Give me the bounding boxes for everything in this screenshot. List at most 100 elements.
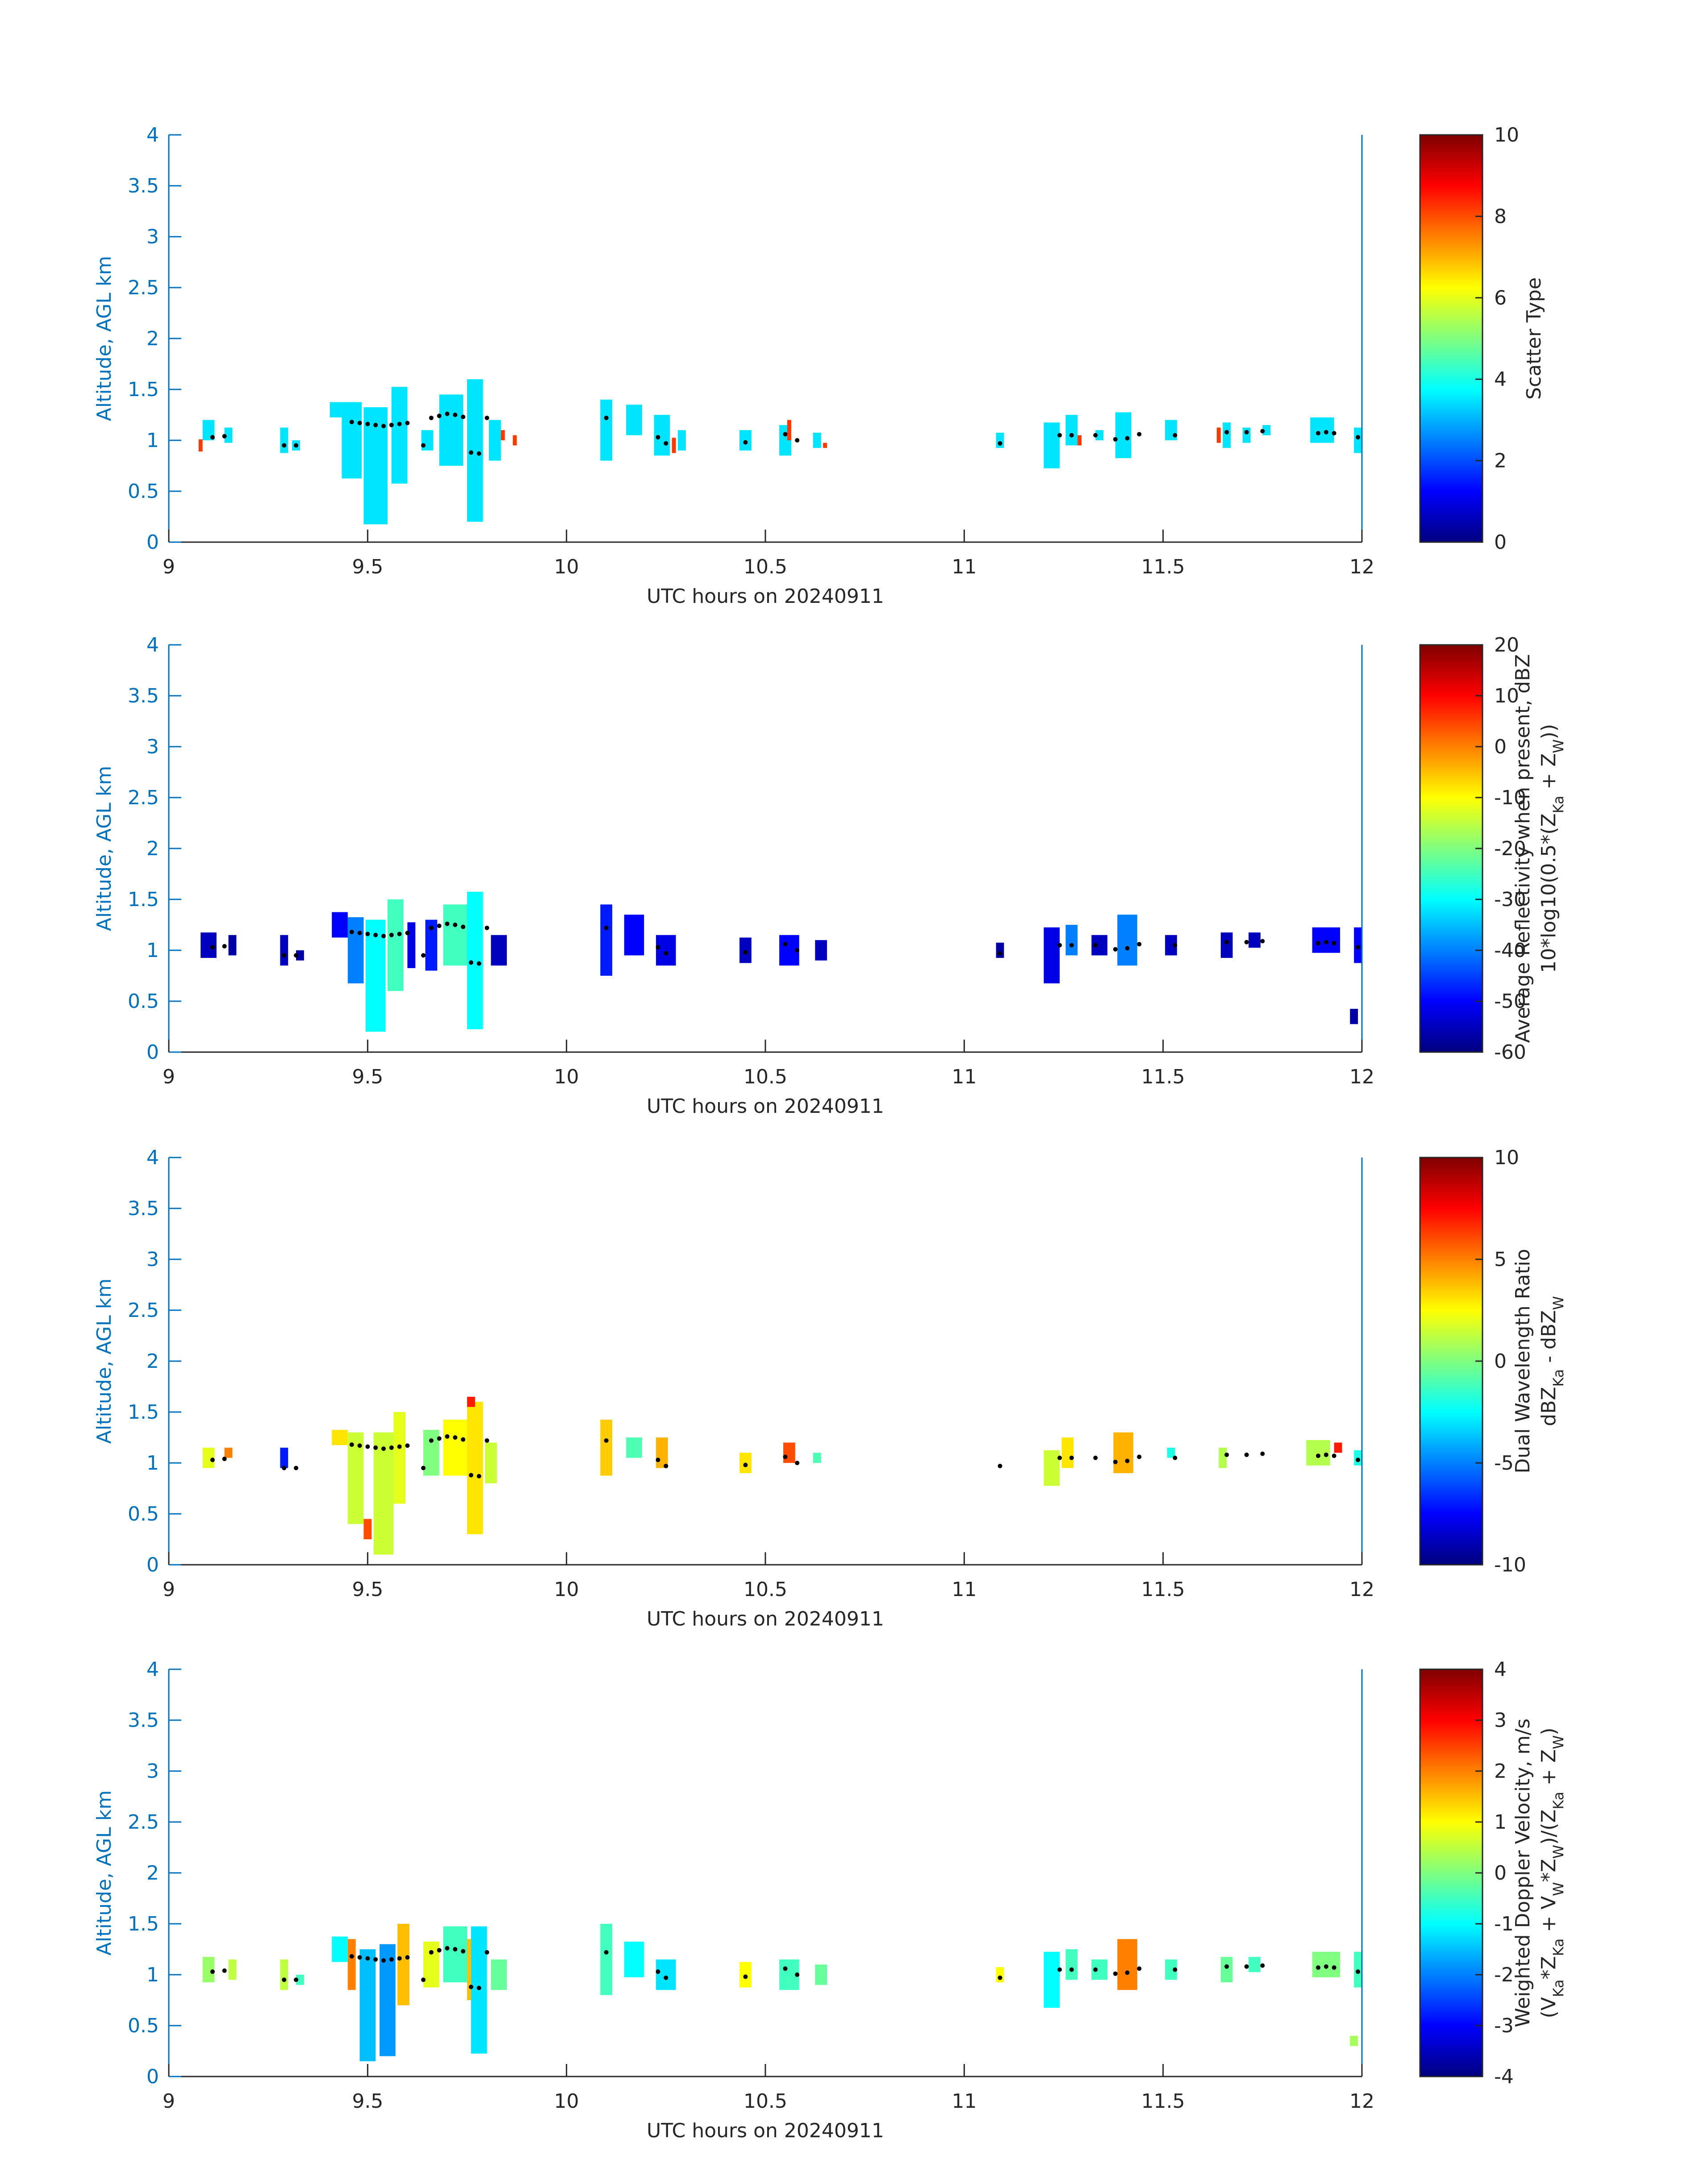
cloud-base-dot-16 bbox=[453, 1435, 458, 1440]
colorbar-label-line-0: Scatter Type bbox=[1523, 277, 1545, 400]
cloud-base-dot-8 bbox=[381, 1958, 386, 1963]
colorbar-tick-label-3: -1 bbox=[1494, 1913, 1514, 1935]
cloud-base-dot-15 bbox=[445, 1434, 450, 1439]
cloud-base-dot-12 bbox=[421, 953, 426, 958]
cloud-base-dot-2 bbox=[282, 953, 287, 958]
y-tick-label-0: 0 bbox=[146, 1041, 159, 1064]
x-tick-label-6: 12 bbox=[1349, 556, 1374, 578]
x-tick-label-4: 11 bbox=[952, 1578, 977, 1601]
colorbar-label-line-0: Dual Wavelength Ratio bbox=[1512, 1249, 1534, 1474]
x-tick-label-5: 11.5 bbox=[1141, 1578, 1185, 1601]
heatmap-cell-21 bbox=[1113, 1432, 1133, 1473]
cloud-base-dot-33 bbox=[1137, 432, 1142, 437]
cloud-base-dot-6 bbox=[365, 932, 370, 936]
cloud-base-dot-39 bbox=[1324, 430, 1328, 435]
x-tick-label-3: 10.5 bbox=[743, 2090, 787, 2113]
cloud-base-dot-39 bbox=[1324, 1964, 1328, 1969]
cloud-base-dot-13 bbox=[429, 1438, 434, 1443]
cloud-base-dot-39 bbox=[1324, 940, 1328, 944]
cloud-base-dot-24 bbox=[743, 440, 748, 445]
cloud-base-dot-3 bbox=[294, 443, 299, 448]
heatmap-cell-1 bbox=[224, 427, 233, 443]
cloud-base-dot-36 bbox=[1244, 430, 1249, 435]
colorbar-tick-label-2: 0 bbox=[1494, 1350, 1507, 1373]
cloud-base-dot-35 bbox=[1224, 1964, 1229, 1969]
cloud-base-dot-10 bbox=[397, 1956, 402, 1961]
cloud-base-dot-22 bbox=[656, 945, 660, 950]
x-tick-label-0: 9 bbox=[163, 556, 175, 578]
cloud-base-dot-11 bbox=[405, 1955, 410, 1960]
heatmap-cell-22 bbox=[1065, 1949, 1078, 1980]
heatmap-cell-25 bbox=[1223, 422, 1231, 448]
cloud-base-dot-15 bbox=[445, 411, 450, 416]
x-tick-label-3: 10.5 bbox=[743, 556, 787, 578]
y-tick-label-2: 1 bbox=[146, 1964, 159, 1986]
y-axis-label: Altitude, AGL km bbox=[93, 1279, 116, 1444]
cloud-base-dot-15 bbox=[445, 1946, 450, 1951]
heatmap-cell-9 bbox=[423, 1941, 439, 1988]
x-tick-label-1: 9.5 bbox=[352, 556, 383, 578]
heatmap-cell-13 bbox=[626, 405, 642, 435]
cloud-base-dot-22 bbox=[656, 435, 660, 440]
cloud-base-dot-21 bbox=[604, 925, 609, 930]
heatmap-cell-22 bbox=[1095, 430, 1104, 440]
heatmap-cell-15 bbox=[678, 430, 686, 451]
cloud-base-dot-0 bbox=[210, 945, 215, 950]
x-tick-label-0: 9 bbox=[163, 1066, 175, 1088]
cloud-base-dot-12 bbox=[421, 1977, 426, 1982]
heatmap-cell-19 bbox=[996, 942, 1004, 958]
heatmap-cell-26 bbox=[1249, 932, 1261, 948]
cloud-base-dot-11 bbox=[405, 931, 410, 936]
colorbar-label-line-1: (VKa*ZKa + VW*ZW)/(ZKa + ZW) bbox=[1537, 1728, 1567, 2018]
x-tick-label-4: 11 bbox=[952, 1066, 977, 1088]
cloud-base-dot-36 bbox=[1244, 1964, 1249, 1969]
heatmap-cell-11 bbox=[485, 1442, 497, 1483]
y-tick-label-8: 4 bbox=[146, 1658, 159, 1681]
colorbar-tick-label-5: 10 bbox=[1494, 124, 1519, 146]
cloud-base-dot-38 bbox=[1316, 1965, 1321, 1970]
heatmap-cell-33 bbox=[672, 438, 676, 453]
colorbar-tick-label-2: 4 bbox=[1494, 368, 1507, 391]
cloud-base-dot-9 bbox=[389, 1445, 394, 1450]
x-tick-label-5: 11.5 bbox=[1141, 556, 1185, 578]
colorbar-tick-label-7: 10 bbox=[1494, 685, 1519, 707]
heatmap-cell-9 bbox=[439, 394, 464, 466]
heatmap-cell-7 bbox=[380, 1944, 396, 2056]
cloud-base-dot-25 bbox=[783, 1454, 788, 1459]
heatmap-cell-1 bbox=[224, 1447, 233, 1458]
heatmap-cell-10 bbox=[443, 1926, 467, 1983]
cloud-base-dot-34 bbox=[1173, 1455, 1178, 1460]
heatmap-cell-17 bbox=[783, 1442, 795, 1463]
x-tick-label-6: 12 bbox=[1349, 1578, 1374, 1601]
heatmap-cell-21 bbox=[1044, 1951, 1060, 2008]
y-tick-label-1: 0.5 bbox=[128, 990, 159, 1013]
cloud-base-dot-20 bbox=[484, 925, 489, 930]
cloud-base-dot-8 bbox=[381, 934, 386, 939]
cloud-base-dot-38 bbox=[1316, 941, 1321, 946]
cloud-base-dot-22 bbox=[656, 1969, 660, 1974]
heatmap-cell-0 bbox=[200, 932, 217, 958]
heatmap-cell-16 bbox=[656, 1959, 676, 1990]
heatmap-cell-2 bbox=[280, 1447, 288, 1468]
cloud-base-dot-31 bbox=[1113, 947, 1118, 952]
cloud-base-dot-14 bbox=[437, 1436, 442, 1441]
cloud-base-dot-27 bbox=[998, 951, 1002, 956]
y-tick-label-5: 2.5 bbox=[128, 276, 159, 299]
cloud-base-dot-21 bbox=[604, 1950, 609, 1955]
cloud-base-dot-34 bbox=[1173, 433, 1178, 438]
cloud-base-dot-1 bbox=[222, 434, 227, 439]
cloud-base-dot-32 bbox=[1125, 1458, 1130, 1463]
heatmap-cell-22 bbox=[1167, 1447, 1175, 1458]
cloud-base-dot-31 bbox=[1113, 1971, 1118, 1976]
cloud-base-dot-16 bbox=[453, 1947, 458, 1951]
y-tick-label-5: 2.5 bbox=[128, 1299, 159, 1322]
x-axis-label: UTC hours on 20240911 bbox=[647, 1608, 884, 1630]
heatmap-cell-12 bbox=[491, 935, 507, 966]
cloud-base-dot-18 bbox=[468, 1985, 473, 1989]
x-tick-label-5: 11.5 bbox=[1141, 1066, 1185, 1088]
heatmap-cell-37 bbox=[1216, 427, 1221, 443]
heatmap-cell-36 bbox=[1077, 435, 1082, 446]
heatmap-cell-4 bbox=[332, 1936, 348, 1962]
cloud-base-dot-30 bbox=[1093, 943, 1098, 948]
